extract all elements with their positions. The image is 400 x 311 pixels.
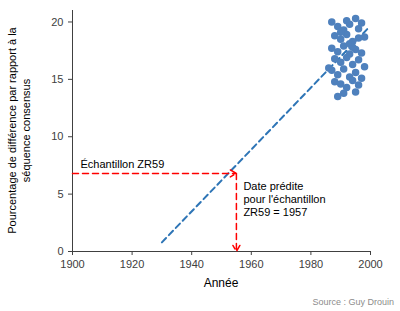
svg-text:2000: 2000 <box>358 258 382 270</box>
svg-text:1940: 1940 <box>179 258 203 270</box>
svg-text:20: 20 <box>51 15 63 27</box>
svg-text:1920: 1920 <box>120 258 144 270</box>
svg-text:0: 0 <box>57 245 63 257</box>
svg-text:5: 5 <box>57 188 63 200</box>
svg-text:Pourcentage de différence par: Pourcentage de différence par rapport à … <box>6 26 32 233</box>
svg-text:1980: 1980 <box>299 258 323 270</box>
svg-text:1900: 1900 <box>60 258 84 270</box>
svg-text:Année: Année <box>204 276 239 290</box>
svg-text:Date préditepour l'échantillon: Date préditepour l'échantillonZR59 = 195… <box>243 180 325 217</box>
svg-text:Source : Guy Drouin: Source : Guy Drouin <box>312 297 394 307</box>
svg-text:10: 10 <box>51 130 63 142</box>
svg-text:Échantillon ZR59: Échantillon ZR59 <box>81 158 165 170</box>
svg-text:15: 15 <box>51 73 63 85</box>
svg-text:1960: 1960 <box>239 258 263 270</box>
